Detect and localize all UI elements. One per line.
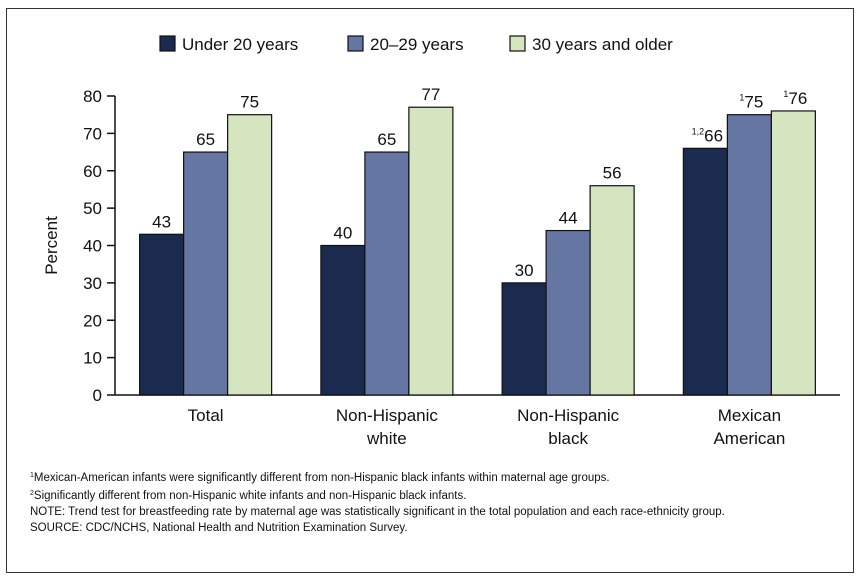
source-text: SOURCE: CDC/NCHS, National Health and Nu…: [30, 522, 408, 534]
data-label: 65: [196, 130, 215, 149]
y-tick-label: 40: [83, 237, 102, 256]
bar: [408, 106, 454, 396]
legend-label: 20–29 years: [370, 35, 464, 54]
category-label: Mexican: [718, 406, 781, 425]
y-tick-label: 30: [83, 274, 102, 293]
y-tick-label: 10: [83, 349, 102, 368]
category-label: white: [366, 429, 407, 448]
category-label: American: [713, 429, 785, 448]
bar-chart: 0 10 20 30 40 50 60 70 80 Percent 43 65 75 Total 40 65 7…: [42, 35, 840, 448]
footnote-2: 2Significantly different from non-Hispan…: [30, 490, 467, 502]
legend-label: 30 years and older: [532, 35, 673, 54]
note-text: NOTE: Trend test for breastfeeding rate …: [30, 506, 725, 518]
category-label: black: [548, 429, 588, 448]
bar: [501, 282, 547, 396]
data-label: 56: [603, 164, 622, 183]
y-tick-label: 80: [83, 87, 102, 106]
bar: [726, 114, 772, 396]
legend-swatch: [347, 35, 364, 52]
data-label: 176: [783, 89, 807, 108]
bar: [770, 110, 816, 396]
y-tick-label: 60: [83, 162, 102, 181]
bar: [320, 244, 366, 396]
bar: [183, 151, 229, 396]
category-label: Non-Hispanic: [336, 406, 439, 425]
category-label: Total: [188, 406, 224, 425]
data-label: 1,266: [692, 126, 723, 145]
data-label: 30: [515, 261, 534, 280]
y-tick-label: 20: [83, 311, 102, 330]
footnote-1: 1Mexican-American infants were significa…: [30, 472, 610, 484]
bar: [227, 114, 273, 396]
bar: [682, 147, 728, 396]
category-label: Non-Hispanic: [517, 406, 620, 425]
data-label: 44: [559, 209, 578, 228]
legend-label: Under 20 years: [182, 35, 298, 54]
data-label: 43: [152, 212, 171, 231]
legend-swatch: [159, 35, 176, 52]
data-label: 65: [377, 130, 396, 149]
footnotes: 1Mexican-American infants were significa…: [30, 468, 840, 536]
bar: [589, 185, 635, 396]
bar: [139, 233, 185, 396]
data-label: 77: [421, 85, 440, 104]
y-tick-label: 50: [83, 199, 102, 218]
y-axis-label: Percent: [42, 216, 61, 275]
data-label: 175: [739, 93, 763, 112]
y-tick-label: 70: [83, 124, 102, 143]
y-tick-label: 0: [93, 386, 102, 405]
data-label: 40: [333, 224, 352, 243]
legend-swatch: [509, 35, 526, 52]
bar: [364, 151, 410, 396]
bar: [545, 229, 591, 396]
data-label: 75: [240, 93, 259, 112]
